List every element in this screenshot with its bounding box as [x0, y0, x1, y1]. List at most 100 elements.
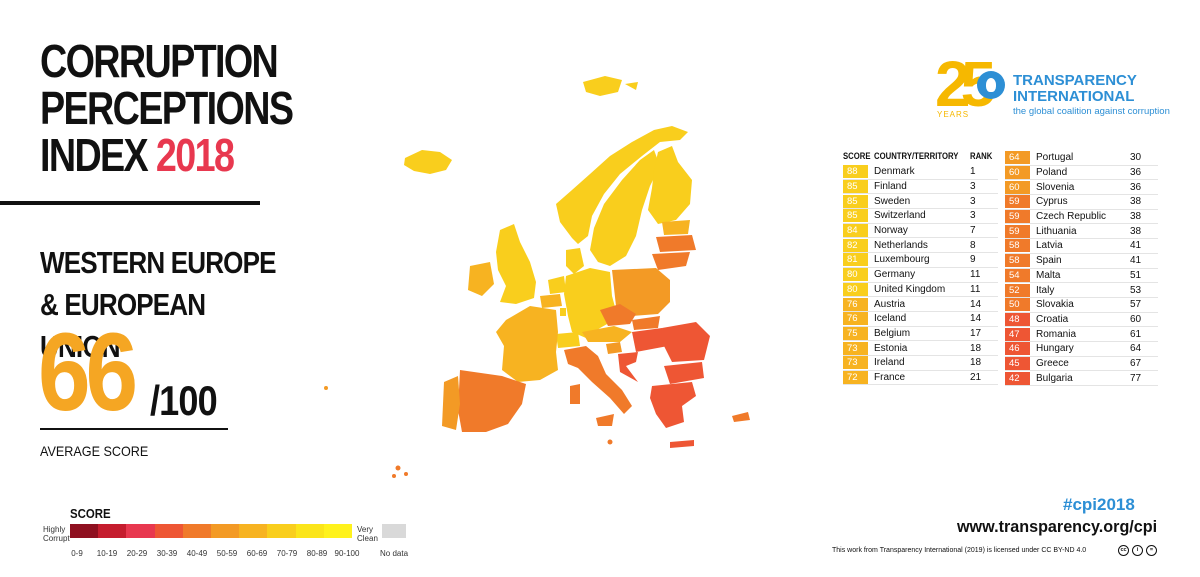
logo-tagline: the global coalition against corruption	[1013, 106, 1170, 117]
score-badge: 76	[843, 297, 868, 311]
country-name: Norway	[874, 225, 908, 237]
map-iceland	[404, 150, 452, 174]
score-badge: 73	[843, 356, 868, 370]
table-row: 46 Hungary 64	[1005, 342, 1158, 357]
country-name: Slovenia	[1036, 181, 1075, 193]
score-badge: 76	[843, 312, 868, 326]
legend-range-label: 50-59	[216, 549, 238, 558]
average-score: 66 /100	[38, 311, 218, 434]
score-badge: 80	[843, 282, 868, 296]
header-rank: RANK	[970, 151, 993, 161]
score-badge: 85	[843, 194, 868, 208]
table-row: 73 Estonia 18	[843, 341, 998, 356]
country-name: Germany	[874, 269, 916, 281]
country-name: Czech Republic	[1036, 211, 1107, 223]
map-austria	[582, 326, 632, 342]
map-latvia	[656, 235, 696, 252]
region-heading: WESTERN EUROPE & EUROPEAN UNION	[40, 242, 284, 368]
table-row: 48 Croatia 60	[1005, 312, 1158, 328]
country-name: Sweden	[874, 195, 911, 207]
score-badge: 88	[843, 165, 868, 179]
score-badge: 72	[843, 370, 868, 384]
score-badge: 50	[1005, 298, 1030, 312]
legend-swatch	[182, 524, 212, 538]
score-badge: 75	[843, 326, 868, 340]
map-spain	[458, 370, 526, 432]
country-rank: 38	[1130, 225, 1142, 237]
legend-title: SCORE	[70, 506, 111, 521]
average-score-value: 66	[38, 311, 138, 434]
country-rank: 38	[1130, 196, 1142, 208]
map-crete	[670, 440, 694, 448]
map-slovenia	[606, 342, 622, 354]
website-link[interactable]: www.transparency.org/cpi	[957, 517, 1158, 536]
table-row: 81 Luxembourg 9	[843, 253, 998, 268]
title-divider	[0, 201, 260, 205]
title-line-3: INDEX 2018	[40, 132, 237, 179]
title-line-1: CORRUPTION	[40, 35, 279, 87]
map-island-1	[324, 386, 328, 390]
score-badge: 59	[1005, 224, 1030, 238]
country-rank: 21	[970, 371, 982, 383]
cc-icon: cc	[1118, 545, 1129, 556]
legend-range-label: 0-9	[71, 549, 83, 558]
map-hungary	[632, 328, 668, 352]
score-badge: 54	[1005, 268, 1030, 282]
country-rank: 53	[1130, 284, 1142, 296]
country-name: Lithuania	[1036, 225, 1077, 237]
country-name: Bulgaria	[1036, 372, 1073, 384]
score-badge: 82	[843, 238, 868, 252]
country-rank: 77	[1130, 372, 1142, 384]
country-rank: 41	[1130, 240, 1142, 252]
country-name: Spain	[1036, 255, 1062, 267]
table-row: 50 Slovakia 57	[1005, 298, 1158, 313]
region-line-2: & EUROPEAN UNION	[40, 287, 206, 364]
score-badge: 60	[1005, 180, 1030, 194]
score-table-right: 64 Portugal 30 60 Poland 36 60 Slovenia 36 59 Cypr…	[1005, 151, 1158, 386]
table-row: 88 Denmark 1	[843, 165, 998, 180]
country-rank: 60	[1130, 313, 1142, 325]
table-row: 76 Austria 14	[843, 297, 998, 312]
license-text: This work from Transparency Internationa…	[832, 547, 1087, 554]
score-badge: 42	[1005, 371, 1030, 385]
logo-name-line-2: INTERNATIONAL	[1013, 88, 1135, 105]
map-netherlands	[548, 276, 566, 294]
table-row: 80 Germany 11	[843, 268, 998, 283]
title-index-word: INDEX	[40, 129, 149, 181]
country-name: Cyprus	[1036, 196, 1068, 208]
country-rank: 11	[970, 283, 981, 295]
country-name: Croatia	[1036, 313, 1069, 325]
table-row: 60 Poland 36	[1005, 166, 1158, 181]
score-badge: 85	[843, 180, 868, 194]
legend-low-label-2: Corrupt	[43, 534, 70, 543]
map-croatia	[618, 352, 638, 382]
globe-icon	[977, 71, 1005, 99]
table-row: 47 Romania 61	[1005, 327, 1158, 342]
score-badge: 73	[843, 341, 868, 355]
score-badge: 84	[843, 224, 868, 238]
table-header: SCORE COUNTRY/TERRITORY RANK	[843, 151, 998, 165]
map-ireland	[468, 262, 494, 296]
legend-swatch	[323, 524, 353, 538]
score-badge: 48	[1005, 312, 1030, 326]
table-row: 75 Belgium 17	[843, 326, 998, 342]
country-name: United Kingdom	[874, 283, 946, 295]
header-country: COUNTRY/TERRITORY	[874, 151, 959, 161]
table-row: 58 Latvia 41	[1005, 239, 1158, 254]
legend-range-label: 40-49	[186, 549, 208, 558]
map-belgium	[540, 294, 562, 308]
map-finland	[648, 146, 692, 224]
score-table-left: SCORE COUNTRY/TERRITORY RANK 88 Denmark 1 8…	[843, 151, 998, 386]
legend-high-label-1: Very	[357, 525, 374, 534]
country-rank: 36	[1130, 167, 1142, 179]
country-name: Italy	[1036, 284, 1055, 296]
hashtag-link[interactable]: #cpi2018	[1063, 495, 1135, 514]
score-badge: 80	[843, 268, 868, 282]
table-row: 52 Italy 53	[1005, 283, 1158, 298]
country-name: Iceland	[874, 313, 907, 325]
table-row: 85 Sweden 3	[843, 194, 998, 210]
legend-no-data-swatch	[382, 524, 406, 538]
country-rank: 3	[970, 195, 976, 207]
table-row: 72 France 21	[843, 370, 998, 386]
country-name: Switzerland	[874, 210, 926, 222]
